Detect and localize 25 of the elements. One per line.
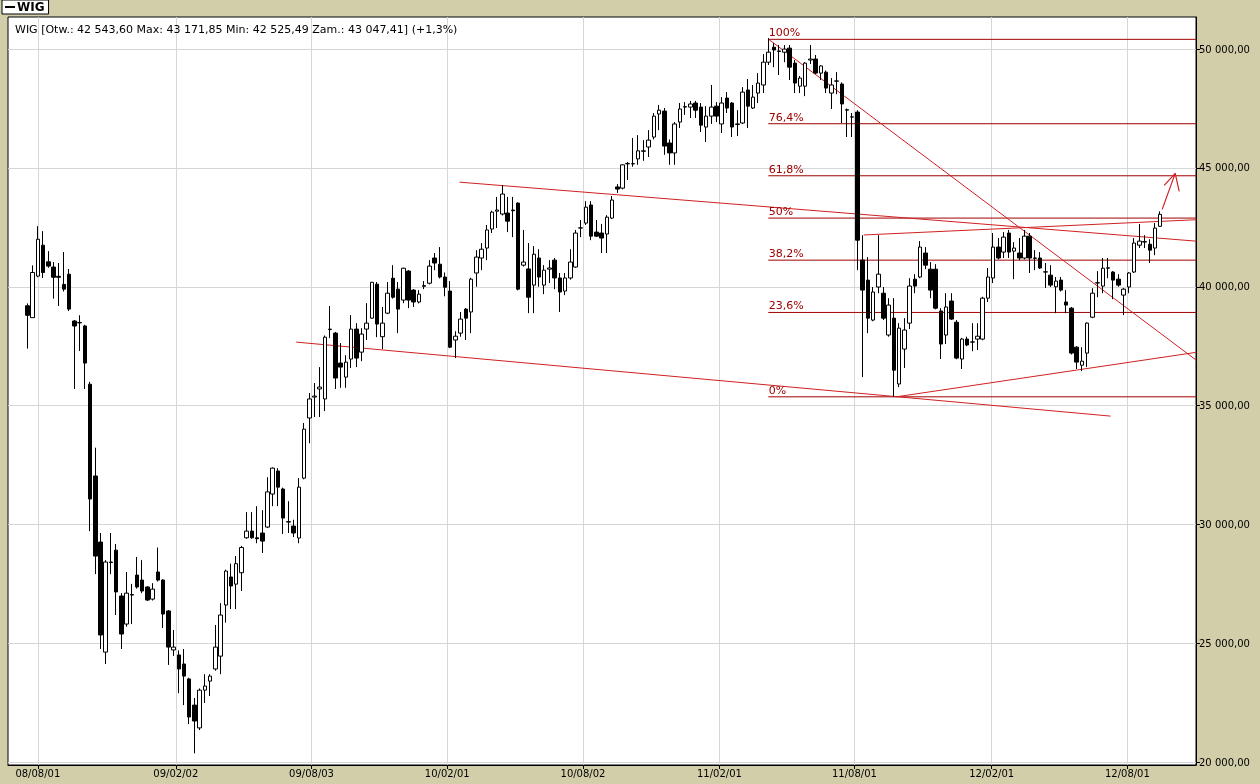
y-tick-label: 50 000,00 [1199, 43, 1250, 55]
x-tick-label: 11/08/01 [831, 767, 877, 779]
x-tick-label: 10/02/01 [424, 767, 470, 779]
x-tick-label: 10/08/02 [560, 767, 606, 779]
y-tick-label: 25 000,00 [1199, 637, 1250, 649]
text: WIG [Otw.: 42 543,60 Max: 43 171,85 Min: 42 525,49 Zam.: 43 047,41] (+1,3%) [15, 23, 458, 36]
series-label: 38,2% [768, 247, 804, 261]
x-tick-label: 09/02/02 [153, 767, 199, 779]
series-label: 76,4% [768, 110, 804, 124]
series-label: 100% [768, 26, 801, 40]
y-tick-label: 30 000,00 [1199, 518, 1250, 530]
y-tick-label: 35 000,00 [1199, 400, 1250, 412]
x-tick-label: 09/08/03 [289, 767, 334, 779]
y-tick-label: 40 000,00 [1199, 281, 1250, 293]
series-label: 50% [768, 205, 794, 219]
series-label: 23,6% [768, 299, 804, 313]
x-tick-label: 12/08/01 [1104, 767, 1150, 779]
x-tick-label: 08/08/01 [15, 767, 61, 779]
x-tick-label: 11/02/01 [697, 767, 742, 779]
series-label: 61,8% [768, 162, 804, 176]
series-label: 0% [768, 383, 787, 397]
x-tick-label: 12/02/01 [969, 767, 1015, 779]
legend-label: WIG [17, 0, 45, 14]
y-tick-label: 20 000,00 [1199, 756, 1250, 768]
y-tick-label: 45 000,00 [1199, 162, 1250, 174]
